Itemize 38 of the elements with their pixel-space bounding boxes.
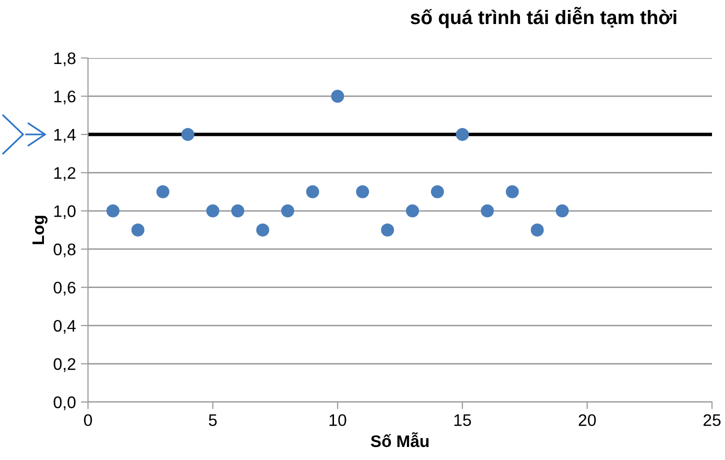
y-axis-title: Log xyxy=(32,216,48,244)
chart-title: số quá trình tái diễn tạm thời xyxy=(410,6,676,28)
point xyxy=(406,204,419,218)
y-tick-label: 1,2 xyxy=(54,167,76,181)
point xyxy=(480,204,494,218)
y-tick-label: 0,8 xyxy=(54,244,76,258)
x-tick-label: 25 xyxy=(704,414,721,426)
x-tick-label: 0 xyxy=(84,414,92,426)
point xyxy=(281,204,294,218)
y-tick-label: 0,2 xyxy=(54,358,76,372)
point xyxy=(430,185,444,198)
point xyxy=(356,185,370,198)
x-axis-title: Số Mẫu xyxy=(370,432,429,448)
point xyxy=(331,90,344,103)
y-tick-label: 0,0 xyxy=(54,396,76,410)
y-tick-label: 1,8 xyxy=(54,52,76,66)
point xyxy=(381,223,394,237)
point xyxy=(156,185,170,198)
y-tick-label: 0,6 xyxy=(54,282,76,296)
y-tick-label: 0,4 xyxy=(54,320,76,334)
point xyxy=(530,223,544,237)
x-tick-label: 10 xyxy=(330,414,346,426)
x-tick-label: 20 xyxy=(578,414,596,426)
point xyxy=(181,128,194,141)
point xyxy=(506,185,519,198)
point xyxy=(256,223,270,237)
x-tick-label: 5 xyxy=(208,414,217,426)
point xyxy=(556,204,569,218)
point xyxy=(231,204,244,218)
point xyxy=(306,185,320,198)
y-tick-label: 1,4 xyxy=(54,129,76,143)
y-tick-label: 1,0 xyxy=(54,205,76,220)
point xyxy=(131,223,144,237)
point xyxy=(106,204,120,218)
x-tick-label: 15 xyxy=(454,414,471,426)
y-tick-label: 1,6 xyxy=(54,90,76,104)
point xyxy=(456,128,469,141)
point xyxy=(206,204,220,218)
